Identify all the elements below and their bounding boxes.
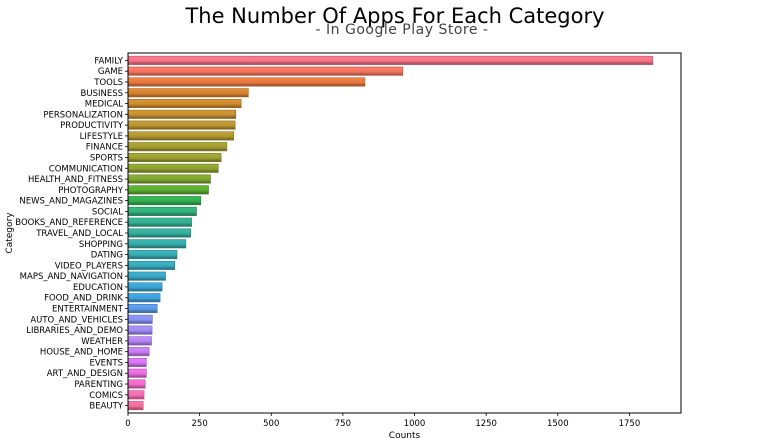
bars-layer (127, 55, 654, 411)
bar-communication (127, 163, 219, 173)
y-tick-label: PHOTOGRAPHY (58, 186, 124, 196)
y-tick-label: WEATHER (81, 337, 123, 347)
bar-auto-and-vehicles (127, 314, 153, 324)
y-tick-label: SOCIAL (92, 207, 123, 217)
y-tick-label: NEWS_AND_MAGAZINES (19, 197, 123, 207)
y-tick-label: SPORTS (90, 153, 123, 163)
bar-personalization (127, 109, 237, 119)
bar-sports (127, 152, 222, 162)
y-tick-label: EVENTS (89, 358, 123, 368)
bar-shopping (127, 239, 187, 249)
bar-house-and-home (127, 347, 150, 357)
y-tick-label: MEDICAL (85, 100, 124, 110)
y-tick-label: FAMILY (94, 56, 123, 66)
y-tick-label: FINANCE (86, 143, 123, 153)
y-tick-label: PARENTING (74, 380, 123, 390)
chart-subtitle: - In Google Play Store - (315, 22, 489, 38)
y-axis-label: Category (5, 212, 15, 254)
y-tick-label: EDUCATION (73, 283, 123, 293)
bar-entertainment (127, 304, 158, 314)
x-tick-label: 500 (263, 419, 279, 429)
y-tick-label: GAME (98, 67, 123, 77)
y-tick-label: PRODUCTIVITY (60, 121, 124, 131)
bar-maps-and-navigation (127, 271, 166, 281)
y-tick-label: TRAVEL_AND_LOCAL (35, 229, 123, 239)
y-tick-label: BEAUTY (89, 402, 123, 412)
y-tick-label: BOOKS_AND_REFERENCE (15, 218, 123, 228)
bar-events (127, 357, 147, 367)
y-tick-label: BUSINESS (81, 89, 123, 99)
bar-health-and-fitness (127, 174, 211, 184)
x-tick-label: 1750 (619, 419, 641, 429)
x-tick-label: 1000 (404, 419, 426, 429)
y-tick-label: AUTO_AND_VEHICLES (30, 315, 123, 325)
y-tick-label: MAPS_AND_NAVIGATION (20, 272, 123, 282)
x-tick-label: 250 (192, 419, 208, 429)
plot-frame (127, 52, 682, 414)
bar-libraries-and-demo (127, 325, 153, 335)
y-tick-label: TOOLS (93, 78, 123, 88)
y-tick-label: LIFESTYLE (80, 132, 123, 142)
x-axis-label: Counts (389, 431, 421, 439)
bar-education (127, 282, 163, 292)
x-tick-label: 1500 (547, 419, 569, 429)
bar-beauty (127, 401, 144, 411)
bar-business (127, 88, 249, 98)
y-tick-label: ART_AND_DESIGN (47, 369, 123, 379)
bar-art-and-design (127, 368, 147, 378)
y-tick-label: ENTERTAINMENT (52, 305, 124, 315)
y-tick-label: HEALTH_AND_FITNESS (28, 175, 123, 185)
bar-game (127, 66, 404, 76)
y-tick-label: VIDEO_PLAYERS (55, 261, 123, 271)
bar-finance (127, 142, 228, 152)
x-tick-label: 1250 (475, 419, 497, 429)
bar-travel-and-local (127, 228, 192, 238)
bar-comics (127, 390, 145, 400)
bar-books-and-reference (127, 217, 192, 227)
bar-photography (127, 185, 209, 195)
y-tick-label: COMICS (89, 391, 123, 401)
y-tick-label: PERSONALIZATION (43, 110, 123, 120)
bar-video-players (127, 260, 176, 270)
bar-family (127, 55, 654, 65)
bar-lifestyle (127, 131, 235, 141)
bar-tools (127, 77, 366, 87)
y-tick-label: FOOD_AND_DRINK (44, 294, 123, 304)
chart-title: The Number Of Apps For Each Category (185, 4, 605, 28)
y-tick-label: HOUSE_AND_HOME (40, 348, 123, 358)
y-tick-label: COMMUNICATION (49, 164, 123, 174)
x-tick-label: 0 (125, 419, 130, 429)
x-tick-label: 750 (335, 419, 351, 429)
bar-parenting (127, 379, 146, 389)
bar-food-and-drink (127, 293, 161, 303)
bar-social (127, 206, 197, 216)
x-tick-labels: 0 250 500 750 1000 1250 1500 1750 (125, 413, 640, 429)
bar-dating (127, 250, 178, 260)
y-tick-label: SHOPPING (79, 240, 123, 250)
y-tick-label: LIBRARIES_AND_DEMO (26, 326, 123, 336)
bar-productivity (127, 120, 236, 130)
y-tick-label: DATING (91, 251, 123, 261)
bar-weather (127, 336, 152, 346)
bar-medical (127, 99, 242, 109)
y-tick-labels: FAMILYGAMETOOLSBUSINESSMEDICALPERSONALIZ… (15, 56, 128, 412)
bar-news-and-magazines (127, 196, 202, 206)
